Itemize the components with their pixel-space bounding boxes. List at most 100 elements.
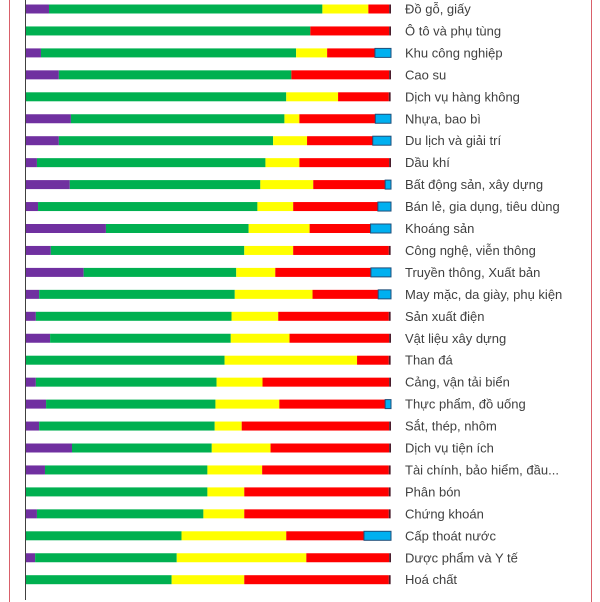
bar-segment-green [58, 70, 292, 80]
category-label: Dược phẩm và Y tế [405, 550, 519, 565]
bar-segment-purple [26, 311, 36, 321]
bar-segment-dark [388, 575, 391, 585]
bar-segment-yellow [286, 92, 339, 102]
category-label: Tài chính, bảo hiểm, đầu... [405, 462, 559, 477]
category-label: Khoáng sản [405, 221, 474, 236]
bar-segment-yellow [296, 48, 328, 58]
category-label: Truyền thông, Xuất bản [405, 265, 540, 280]
bar-segment-dark [389, 377, 391, 387]
category-label: Hoá chất [405, 572, 457, 587]
bar-segment-dark [389, 421, 391, 431]
bar-segment-dark [389, 70, 391, 80]
bar-segment-yellow [236, 267, 276, 277]
bar-segment-green [39, 421, 215, 431]
bar-segment-purple [26, 70, 59, 80]
bar-segment-yellow [176, 553, 307, 563]
category-label: Sắt, thép, nhôm [405, 419, 497, 434]
category-label: Ô tô và phụ tùng [405, 23, 501, 38]
bar-segment-blue [370, 267, 392, 278]
bar-segment-yellow [207, 487, 245, 497]
bar-segment-green [35, 311, 232, 321]
bar-row [26, 267, 392, 278]
category-label: May mặc, da giày, phụ kiện [405, 287, 562, 302]
bar-segment-yellow [231, 311, 279, 321]
category-label: Dầu khí [405, 155, 450, 170]
bar-segment-green [26, 92, 287, 102]
bar-segment-green [26, 575, 172, 585]
bar-segment-purple [26, 443, 72, 453]
category-label: Dịch vụ hàng không [405, 89, 520, 104]
bar-segment-green [71, 443, 212, 453]
bar-segment-red [299, 158, 390, 168]
bar-segment-green [44, 465, 208, 475]
bar-segment-purple [26, 202, 39, 212]
bar-segment-dark [388, 509, 391, 519]
bar-segment-yellow [224, 355, 358, 365]
bar-segment-dark [389, 553, 391, 563]
bar-row [26, 421, 391, 431]
bar-row [26, 575, 391, 585]
bar-segment-yellow [284, 114, 300, 124]
bar-segment-green [70, 114, 285, 124]
bar-segment-blue [363, 530, 392, 541]
bar-segment-red [262, 465, 389, 475]
bar-row [26, 399, 392, 410]
bar-segment-red [286, 531, 364, 541]
category-label: Bán lẻ, gia dụng, tiêu dùng [405, 199, 560, 214]
bar-segment-red [310, 26, 390, 36]
bar-segment-yellow [230, 333, 290, 343]
bar-row [26, 377, 391, 387]
bar-row [26, 47, 392, 58]
category-label: Phân bón [405, 484, 461, 499]
bar-segment-purple [26, 509, 37, 519]
category-label: Du lịch và giải trí [405, 133, 501, 148]
bar-segment-green [26, 531, 182, 541]
bar-segment-dark [389, 443, 391, 453]
category-label: Sản xuất điện [405, 309, 485, 324]
bar-segment-green [36, 509, 204, 519]
bar-segment-yellow [171, 575, 245, 585]
bar-segment-green [38, 202, 258, 212]
bar-segment-purple [26, 421, 40, 431]
bar-segment-red [270, 443, 390, 453]
bar-segment-green [35, 553, 177, 563]
bar-segment-red [313, 180, 386, 190]
bar-segment-green [36, 158, 266, 168]
bar-segment-red [293, 202, 378, 212]
bar-segment-blue [384, 399, 392, 410]
bar-segment-red [338, 92, 389, 102]
bar-segment-purple [26, 289, 40, 299]
category-labels: Đồ gỗ, giấy Ô tô và phụ tùng Khu công nghi… [405, 2, 562, 588]
bar-segment-red [299, 114, 376, 124]
category-label: Bất động sản, xây dựng [405, 177, 543, 192]
bar-segment-dark [389, 26, 391, 36]
bar-segment-red [312, 289, 379, 299]
bar-segment-blue [377, 201, 392, 212]
bar-segment-green [26, 487, 208, 497]
bar-segment-green [26, 355, 225, 365]
bar-segment-purple [26, 180, 70, 190]
bar-row [26, 113, 392, 124]
bar-segment-dark [389, 4, 391, 14]
bar-segment-blue [377, 289, 392, 300]
bar-segment-red [291, 70, 390, 80]
bar-segment-dark [388, 487, 391, 497]
bars-layer [26, 4, 392, 585]
bar-segment-purple [26, 158, 37, 168]
category-label: Thực phẩm, đồ uống [405, 397, 526, 412]
bar-segment-green [35, 377, 217, 387]
bar-segment-purple [26, 267, 84, 277]
category-label: Công nghệ, viễn thông [405, 243, 536, 258]
bar-segment-dark [388, 355, 391, 365]
bar-row [26, 135, 392, 146]
bar-segment-red [368, 4, 390, 14]
bar-segment-dark [389, 333, 391, 343]
bar-row [26, 311, 391, 321]
bar-segment-yellow [265, 158, 300, 168]
bar-row [26, 26, 391, 36]
bar-segment-purple [26, 377, 36, 387]
bar-segment-yellow [322, 4, 369, 14]
bar-segment-yellow [260, 180, 314, 190]
bar-segment-blue [384, 179, 392, 190]
bar-segment-green [58, 136, 274, 146]
